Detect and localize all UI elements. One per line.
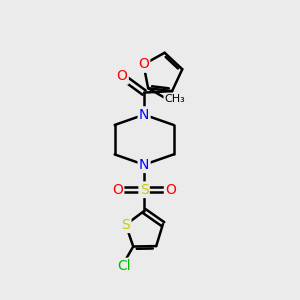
- Text: S: S: [140, 183, 148, 197]
- Text: N: N: [139, 108, 149, 122]
- Text: O: O: [165, 183, 176, 197]
- Text: CH₃: CH₃: [165, 94, 185, 104]
- Text: Cl: Cl: [117, 259, 130, 273]
- Text: O: O: [138, 58, 149, 71]
- Text: O: O: [112, 183, 123, 197]
- Text: O: O: [117, 69, 128, 83]
- Text: N: N: [139, 158, 149, 172]
- Text: S: S: [122, 218, 130, 232]
